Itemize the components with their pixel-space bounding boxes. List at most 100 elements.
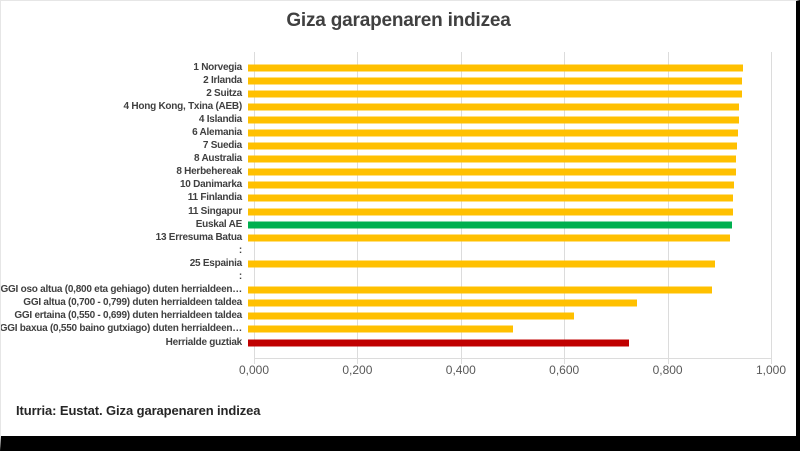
bar-track <box>248 87 765 100</box>
category-label: : <box>238 271 242 283</box>
category-label-cell: 10 Danimarka <box>1 180 248 190</box>
gridline <box>564 52 566 364</box>
category-label: 4 Islandia <box>198 113 242 125</box>
table-row: GGI ertaina (0,550 - 0,699) duten herria… <box>1 310 771 323</box>
bar-track <box>248 140 765 153</box>
bar-track <box>248 310 765 323</box>
bar-track <box>248 126 765 139</box>
bar-track <box>248 284 765 297</box>
category-label: Euskal AE <box>195 218 243 230</box>
category-label: 8 Australia <box>193 153 242 165</box>
table-row: 7 Suedia <box>1 140 771 153</box>
hdi-bar <box>248 234 730 242</box>
table-row: 13 Erresuma Batua <box>1 231 771 244</box>
table-row: Euskal AE <box>1 218 771 231</box>
x-tick-label: 0,800 <box>652 363 683 377</box>
table-row: 4 Islandia <box>1 113 771 126</box>
hdi-bar <box>248 142 737 150</box>
table-row: 1 Norvegia <box>1 61 771 74</box>
category-label-cell: 7 Suedia <box>1 141 248 151</box>
hdi-bar <box>248 181 734 189</box>
table-row: GGI oso altua (0,800 eta gehiago) duten … <box>1 284 771 297</box>
category-label-cell: 2 Suitza <box>1 87 248 99</box>
bar-track <box>248 271 765 284</box>
hdi-bar <box>248 299 638 307</box>
category-label-cell: 11 Singapur <box>1 206 248 217</box>
hdi-bar <box>248 155 737 163</box>
bar-track <box>248 192 765 205</box>
gridline <box>460 52 462 364</box>
category-label-cell: 13 Erresuma Batua <box>1 231 248 243</box>
table-row: 8 Herbehereak <box>1 166 771 179</box>
category-label-cell: Herrialde guztiak <box>1 336 248 348</box>
hdi-bar <box>248 116 739 124</box>
table-row: 2 Suitza <box>1 87 771 100</box>
hdi-bar <box>248 103 739 111</box>
category-label: 2 Irlanda <box>203 74 242 86</box>
table-row: Herrialde guztiak <box>1 336 771 349</box>
x-tick-label: 0,400 <box>445 363 476 377</box>
hdi-bar <box>248 129 738 137</box>
hdi-bar <box>248 260 716 268</box>
bar-track <box>248 113 765 126</box>
hdi-bar <box>248 77 742 85</box>
chart-title: Giza garapenaren indizea <box>286 10 511 31</box>
table-row: : <box>1 271 771 284</box>
category-label: 13 Erresuma Batua <box>155 231 243 243</box>
table-row: 11 Finlandia <box>1 192 771 205</box>
bar-track <box>248 231 765 244</box>
gridline <box>667 52 669 364</box>
table-row: 6 Alemania <box>1 126 771 139</box>
category-label-cell: : <box>1 272 248 282</box>
table-row: 4 Hong Kong, Txina (AEB) <box>1 100 771 113</box>
category-label-cell: 8 Australia <box>1 154 248 164</box>
bar-track <box>248 61 765 74</box>
bar-track <box>248 297 765 310</box>
category-label-cell: 11 Finlandia <box>1 193 248 203</box>
category-label-cell: 2 Irlanda <box>1 74 248 86</box>
category-label: GGI baxua (0,550 baino gutxiago) duten h… <box>0 323 242 335</box>
hdi-bar <box>248 90 742 98</box>
gridline <box>254 52 255 364</box>
category-label-cell: 6 Alemania <box>1 128 248 138</box>
category-label-cell: GGI altua (0,700 - 0,799) duten herriald… <box>1 298 248 308</box>
category-label-cell: : <box>1 244 248 256</box>
x-tick-label: 0,200 <box>342 363 373 377</box>
category-label: 10 Danimarka <box>179 179 242 191</box>
table-row: 10 Danimarka <box>1 179 771 192</box>
category-label: 7 Suedia <box>202 140 242 152</box>
bar-track <box>248 218 765 231</box>
hdi-bar <box>248 208 733 216</box>
bar-track <box>248 179 765 192</box>
hdi-bar <box>248 64 743 72</box>
category-label: 8 Herbehereak <box>176 166 242 178</box>
category-label-cell: Euskal AE <box>1 218 248 230</box>
category-label: 4 Hong Kong, Txina (AEB) <box>123 100 243 112</box>
gridline <box>357 52 359 364</box>
table-row: GGI baxua (0,550 baino gutxiago) duten h… <box>1 323 771 336</box>
category-label: 2 Suitza <box>206 87 242 99</box>
category-label-cell: GGI baxua (0,550 baino gutxiago) duten h… <box>1 324 248 334</box>
bar-track <box>248 244 765 257</box>
bar-track <box>248 100 765 113</box>
category-label: : <box>238 244 242 256</box>
hdi-bar <box>248 312 575 320</box>
bar-track <box>248 205 765 218</box>
category-label-cell: GGI ertaina (0,550 - 0,699) duten herria… <box>1 311 248 321</box>
x-tick-label: 0,000 <box>238 363 270 377</box>
table-row: 11 Singapur <box>1 205 771 218</box>
category-label-cell: 1 Norvegia <box>1 61 248 73</box>
bar-track <box>248 257 765 270</box>
category-label-cell: 4 Hong Kong, Txina (AEB) <box>1 100 248 112</box>
table-row: GGI altua (0,700 - 0,799) duten herriald… <box>1 297 771 310</box>
hdi-bar <box>248 286 713 294</box>
bar-track <box>248 74 765 87</box>
hdi-bar <box>248 221 733 229</box>
source-note: Iturria: Eustat. Giza garapenaren indize… <box>16 403 261 418</box>
category-label: GGI altua (0,700 - 0,799) duten herriald… <box>23 297 242 309</box>
category-label: Herrialde guztiak <box>165 336 243 348</box>
table-row: 8 Australia <box>1 153 771 166</box>
category-label: 1 Norvegia <box>193 61 242 73</box>
bar-track <box>248 153 765 166</box>
